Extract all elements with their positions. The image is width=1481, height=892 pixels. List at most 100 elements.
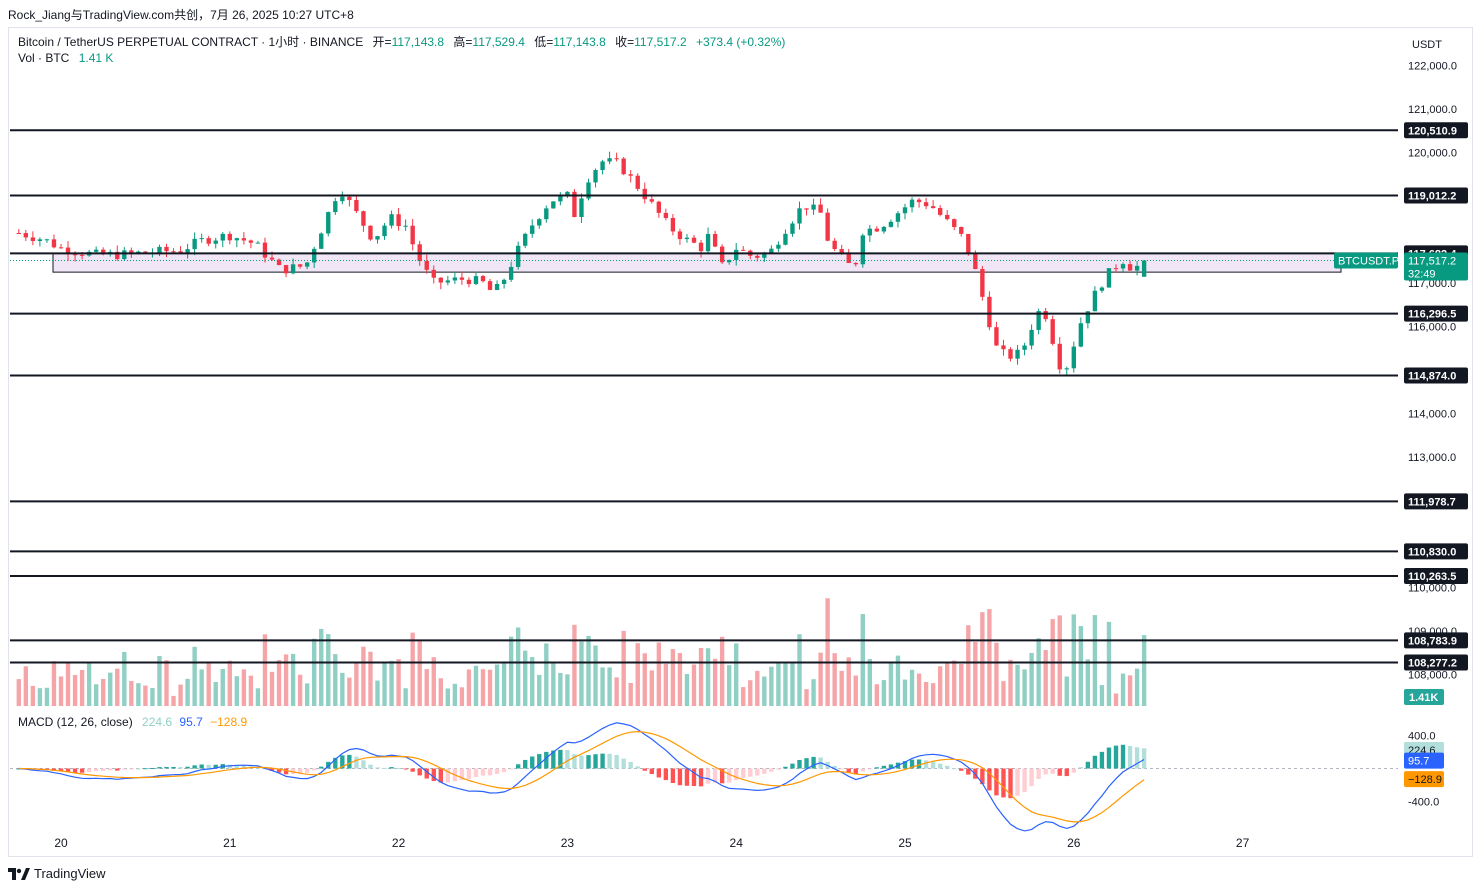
price-tick-label: 121,000.0 <box>1408 104 1457 116</box>
candle-body <box>734 249 739 260</box>
macd-histogram-bar <box>776 768 781 770</box>
macd-histogram-bar <box>354 756 359 769</box>
macd-histogram-bar <box>741 768 746 779</box>
candle-body <box>811 204 816 210</box>
low-value: 117,143.8 <box>553 35 606 49</box>
volume-bar <box>860 614 865 706</box>
candle-body <box>410 225 415 245</box>
volume-bar <box>825 598 830 706</box>
macd-histogram-bar <box>192 765 197 769</box>
macd-histogram-bar <box>297 768 303 774</box>
candle-body <box>396 214 401 227</box>
macd-label[interactable]: MACD (12, 26, close) <box>18 715 133 729</box>
symbol-legend: Bitcoin / TetherUS PERPETUAL CONTRACT · … <box>18 34 785 51</box>
macd-histogram-bar <box>558 749 563 769</box>
volume-bar <box>600 667 605 706</box>
volume-bar <box>776 662 781 706</box>
candle-body <box>895 213 901 222</box>
candle-body <box>923 202 929 207</box>
candle-body <box>51 239 57 248</box>
macd-histogram-bar <box>171 766 176 769</box>
candle-body <box>952 219 957 227</box>
volume-bar <box>79 670 85 706</box>
volume-bar <box>959 663 964 706</box>
change-value: +373.4 (+0.32%) <box>695 35 786 49</box>
candle-body <box>797 208 802 224</box>
macd-histogram-bar <box>157 767 162 769</box>
volume-bar <box>642 653 647 706</box>
high-value: 117,529.4 <box>472 35 525 49</box>
candle-body <box>16 232 21 234</box>
candle-body <box>614 158 619 160</box>
volume-bar <box>537 674 542 706</box>
volume-bar <box>417 641 422 706</box>
macd-histogram-bar <box>1071 768 1076 773</box>
candle-body <box>1092 290 1098 312</box>
volume-bar <box>220 668 225 706</box>
volume-bar <box>607 667 612 706</box>
symbol-name[interactable]: Bitcoin / TetherUS PERPETUAL CONTRACT · … <box>18 35 364 49</box>
time-tick-label: 23 <box>561 836 575 850</box>
level-tag-label: 111,978.7 <box>1408 496 1456 508</box>
candle-body <box>959 226 964 234</box>
attribution: Rock_Jiang与TradingView.com共创，7月 26, 2025… <box>8 8 354 22</box>
level-tag-bg <box>1404 493 1468 510</box>
volume-bar <box>551 663 556 706</box>
candle-body <box>558 195 563 202</box>
volume-bar <box>241 669 247 706</box>
candle-body <box>846 253 851 263</box>
volume-bar <box>347 677 352 706</box>
candle-body <box>1008 349 1013 359</box>
volume-legend: Vol · BTC 1.41 K <box>18 51 113 65</box>
macd-histogram-bar <box>1092 755 1098 769</box>
volume-bar <box>818 652 823 706</box>
volume-bar <box>501 663 507 706</box>
macd-histogram-bar <box>719 768 725 784</box>
level-tag-bg <box>1404 654 1468 671</box>
candle-body <box>607 158 612 162</box>
macd-histogram-bar <box>312 768 317 771</box>
candle-body <box>1057 343 1062 370</box>
macd-histogram-bar <box>101 768 106 771</box>
volume-bar <box>586 635 591 706</box>
candle-body <box>741 249 746 251</box>
candle-body <box>389 214 394 226</box>
volume-label[interactable]: Vol · BTC <box>18 51 70 65</box>
macd-histogram-bar <box>234 764 240 769</box>
price-tick-label: 122,000.0 <box>1408 61 1457 73</box>
macd-histogram-bar <box>670 768 676 783</box>
macd-histogram-bar <box>952 768 957 770</box>
macd-histogram-bar <box>143 768 148 770</box>
volume-bar <box>916 673 922 706</box>
macd-histogram-bar <box>108 768 113 771</box>
tradingview-logo[interactable]: TradingView <box>8 866 106 881</box>
volume-bar <box>1064 676 1069 706</box>
macd-histogram-bar <box>1036 768 1041 779</box>
candle-body <box>157 246 162 254</box>
macd-histogram-bar <box>726 768 732 783</box>
candle-body <box>1050 319 1055 344</box>
volume-bar <box>994 642 999 706</box>
candle-body <box>262 242 268 258</box>
volume-bar <box>839 670 844 706</box>
volume-bar <box>558 672 563 706</box>
volume-tag-bg <box>1404 689 1444 705</box>
volume-bar <box>1071 614 1076 706</box>
candle-body <box>382 225 387 237</box>
volume-bar <box>930 683 936 706</box>
volume-bar <box>1008 659 1013 706</box>
volume-bar <box>319 628 324 706</box>
macd-histogram-bar <box>937 763 943 769</box>
macd-signal-tag-bg <box>1404 771 1444 788</box>
volume-bar <box>741 687 746 706</box>
volume-bar <box>248 675 254 706</box>
volume-bar <box>403 688 408 706</box>
volume-bar <box>93 684 99 706</box>
volume-bar <box>255 688 261 706</box>
candle-body <box>192 238 197 250</box>
level-tag-label: 114,874.0 <box>1408 370 1456 382</box>
volume-bar <box>755 670 760 706</box>
macd-histogram-bar <box>1022 768 1027 793</box>
macd-histogram-bar <box>839 768 844 770</box>
